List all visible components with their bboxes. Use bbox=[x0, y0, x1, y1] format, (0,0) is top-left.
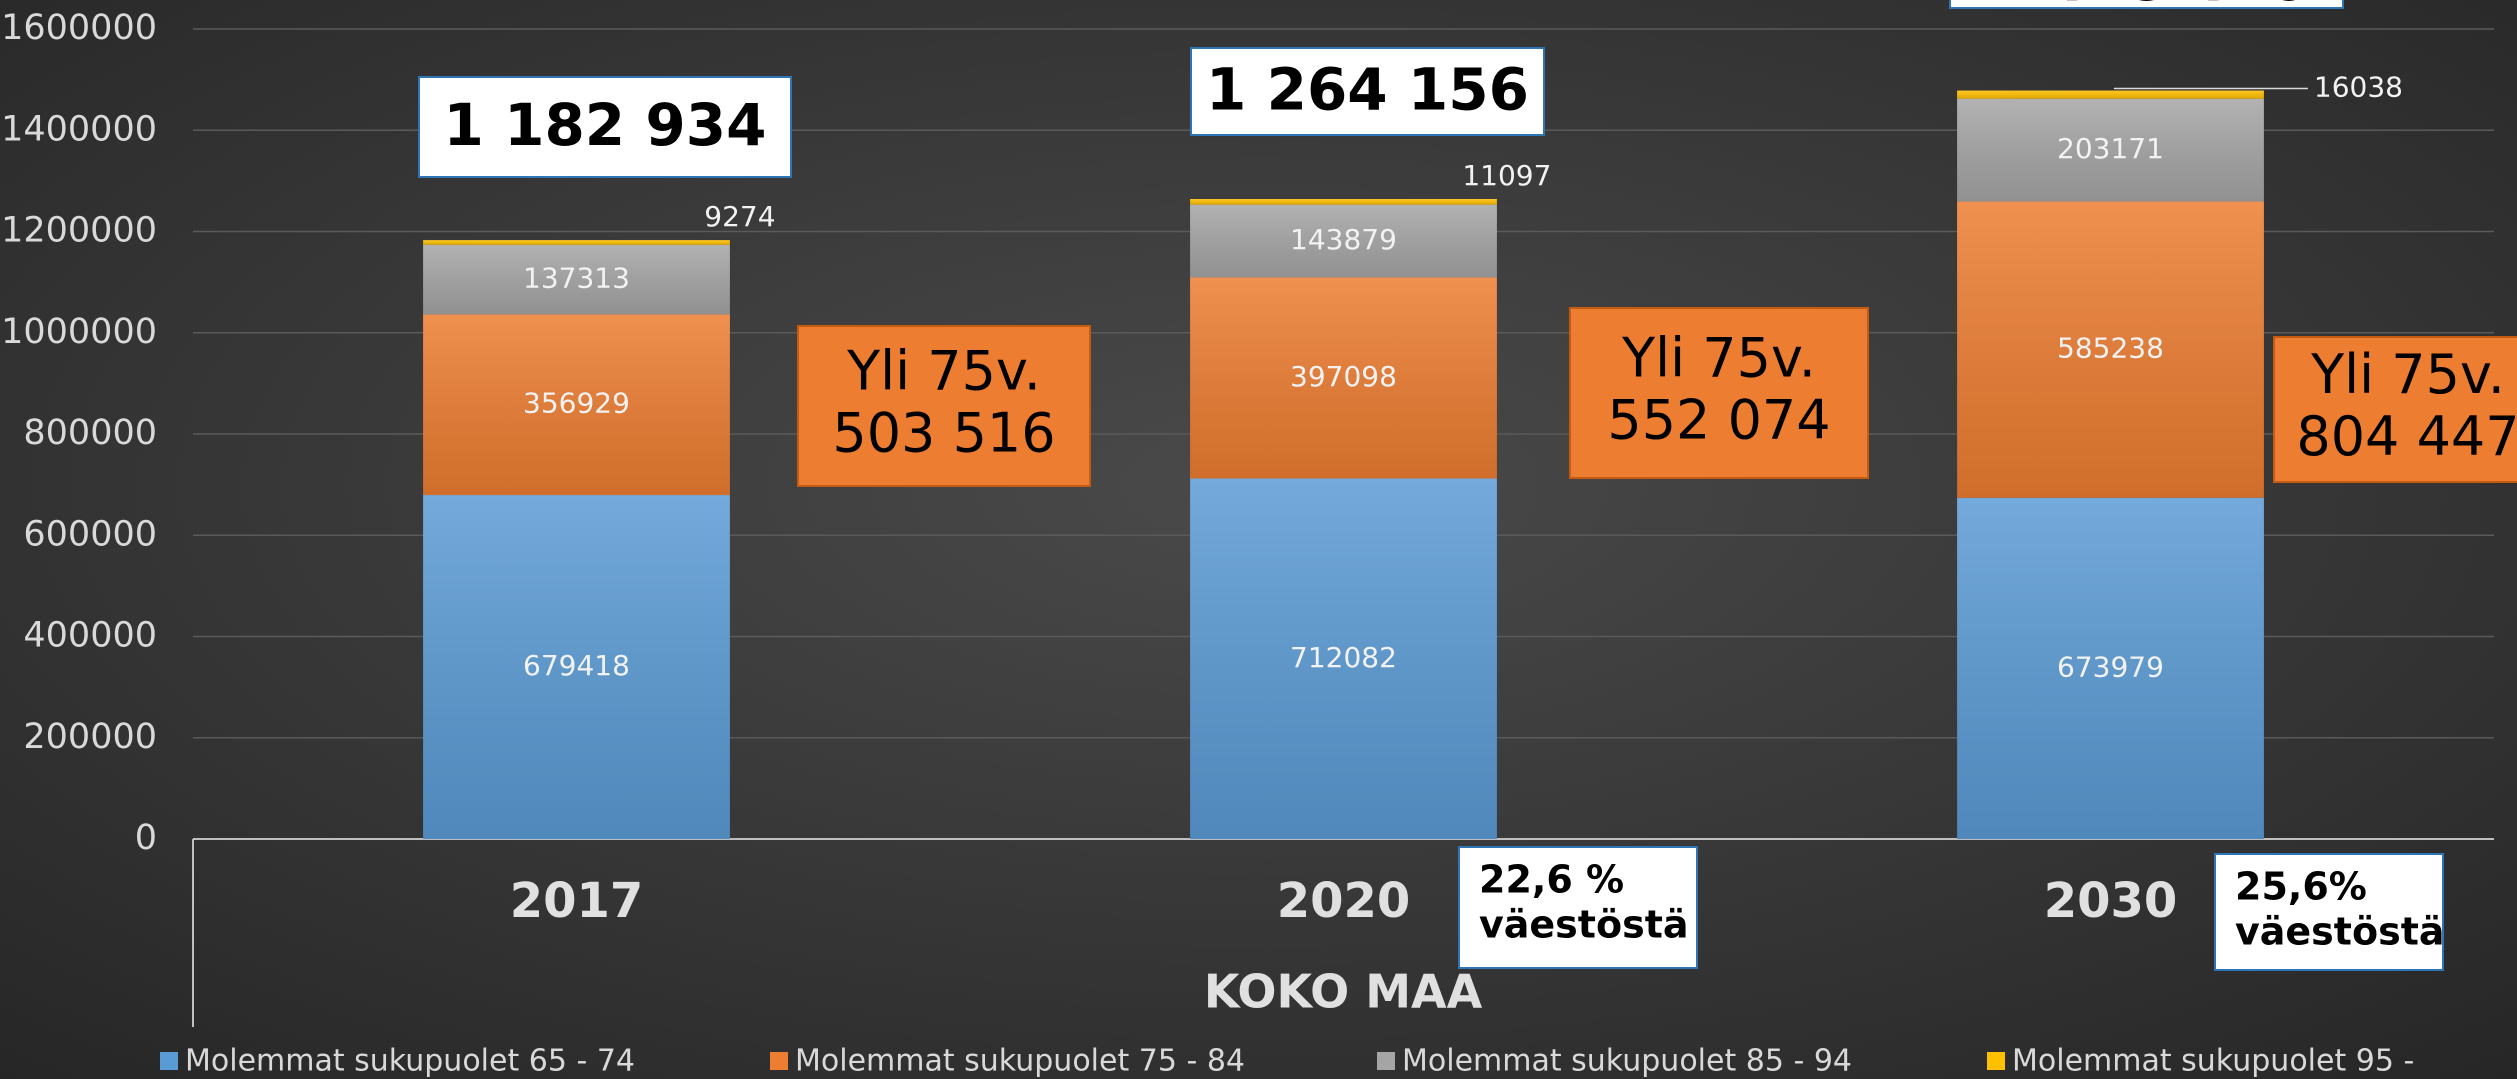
data-label: 679418 bbox=[523, 649, 630, 682]
data-label: 203171 bbox=[2057, 132, 2164, 165]
y-tick-label: 200000 bbox=[23, 717, 157, 757]
share-label: väestöstä bbox=[2235, 910, 2445, 954]
total-label: 1 264 156 bbox=[1206, 56, 1529, 124]
bar-shade bbox=[1957, 90, 2264, 99]
bar-shade bbox=[1957, 201, 2264, 498]
x-tick-label: 2030 bbox=[2044, 873, 2178, 929]
over-75-box bbox=[797, 325, 1091, 487]
legend-swatch bbox=[1987, 1052, 2005, 1070]
y-tick-label: 400000 bbox=[23, 616, 157, 656]
data-label: 143879 bbox=[1290, 223, 1397, 256]
total-box bbox=[1190, 47, 1545, 136]
over-75-label: Yli 75v. bbox=[2310, 343, 2505, 406]
data-label: 673979 bbox=[2057, 650, 2164, 683]
data-label: 397098 bbox=[1290, 360, 1397, 393]
legend-swatch bbox=[770, 1052, 788, 1070]
over-75-box bbox=[1569, 307, 1869, 479]
data-label: 712082 bbox=[1290, 641, 1397, 674]
data-label: 11097 bbox=[1462, 159, 1551, 192]
bar-shade bbox=[1190, 199, 1497, 205]
data-label: 9274 bbox=[704, 200, 775, 233]
legend-label: Molemmat sukupuolet 75 - 84 bbox=[795, 1044, 1245, 1079]
y-tick-label: 1200000 bbox=[1, 211, 157, 251]
bar-shade bbox=[1190, 204, 1497, 278]
y-tick-label: 1400000 bbox=[1, 109, 157, 149]
over-75-label: Yli 75v. bbox=[1621, 327, 1816, 390]
bar-shade bbox=[423, 240, 730, 245]
y-tick-label: 0 bbox=[135, 818, 157, 858]
bar-shade bbox=[423, 244, 730, 315]
legend-swatch bbox=[1377, 1052, 1395, 1070]
y-tick-label: 1000000 bbox=[1, 312, 157, 352]
legend-swatch bbox=[160, 1052, 178, 1070]
over-75-box bbox=[2273, 336, 2517, 483]
data-label: 356929 bbox=[523, 387, 630, 420]
y-tick-label: 1600000 bbox=[1, 8, 157, 48]
total-label: 1 478 426 bbox=[1985, 0, 2308, 14]
legend-label: Molemmat sukupuolet 95 - bbox=[2012, 1044, 2414, 1079]
x-tick-label: 2017 bbox=[510, 873, 644, 929]
share-label: väestöstä bbox=[1479, 903, 1689, 947]
over-75-label: 552 074 bbox=[1607, 389, 1830, 452]
total-box bbox=[418, 76, 792, 178]
total-label: 1 182 934 bbox=[444, 91, 767, 159]
bar-shade bbox=[1957, 98, 2264, 202]
bar-shade bbox=[423, 314, 730, 496]
over-75-label: 503 516 bbox=[832, 402, 1055, 465]
share-label: 25,6% bbox=[2235, 865, 2367, 909]
x-axis-label: KOKO MAA bbox=[1204, 965, 1483, 1019]
total-box bbox=[1949, 0, 2344, 9]
y-tick-label: 800000 bbox=[23, 413, 157, 453]
legend-label: Molemmat sukupuolet 65 - 74 bbox=[185, 1044, 635, 1079]
x-tick-label: 2020 bbox=[1277, 873, 1411, 929]
legend-label: Molemmat sukupuolet 85 - 94 bbox=[1402, 1044, 1852, 1079]
bar-shade bbox=[423, 495, 730, 839]
over-75-label: 804 447 bbox=[2296, 405, 2517, 468]
data-label: 137313 bbox=[523, 262, 630, 295]
data-label: 585238 bbox=[2057, 332, 2164, 365]
share-label: 22,6 % bbox=[1479, 858, 1624, 902]
data-label: 16038 bbox=[2314, 71, 2403, 104]
bar-shade bbox=[1190, 478, 1497, 839]
bar-shade bbox=[1190, 277, 1497, 479]
share-box bbox=[1458, 846, 1698, 969]
share-box bbox=[2214, 853, 2444, 971]
y-tick-label: 600000 bbox=[23, 514, 157, 554]
bar-shade bbox=[1957, 497, 2264, 839]
over-75-label: Yli 75v. bbox=[846, 340, 1041, 403]
